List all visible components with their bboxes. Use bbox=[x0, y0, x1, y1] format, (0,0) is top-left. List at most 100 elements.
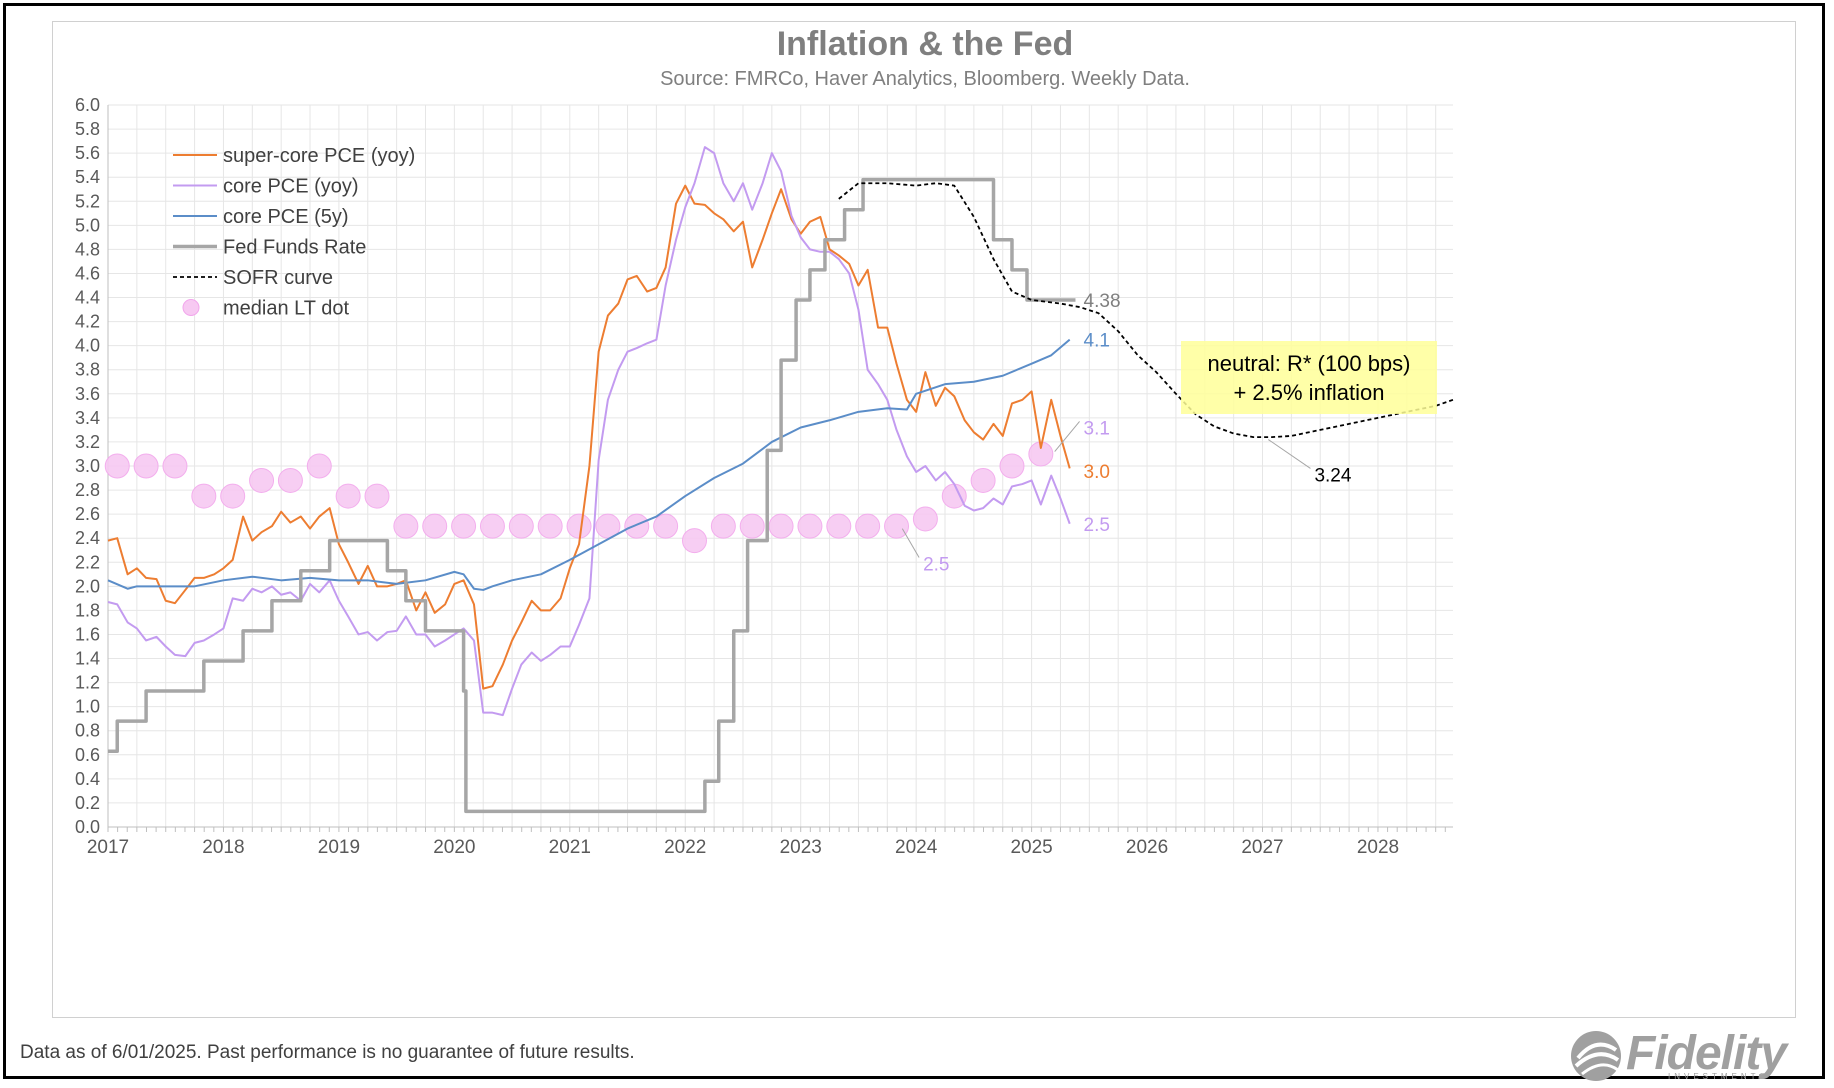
median-lt-dot bbox=[739, 513, 765, 539]
x-tick-label: 2023 bbox=[780, 837, 822, 858]
x-tick-label: 2019 bbox=[318, 837, 360, 858]
y-tick-label: 2.6 bbox=[75, 504, 100, 524]
x-tick-label: 2027 bbox=[1241, 837, 1283, 858]
label-leader-line bbox=[1054, 421, 1080, 452]
median-lt-dot bbox=[768, 513, 794, 539]
median-lt-dot bbox=[277, 467, 303, 493]
chart-area: Inflation & the Fed Source: FMRCo, Haver … bbox=[52, 21, 1796, 1018]
legend-label-sofr: SOFR curve bbox=[223, 267, 333, 289]
x-tick-label: 2021 bbox=[549, 837, 591, 858]
figure-frame: Inflation & the Fed Source: FMRCo, Haver … bbox=[3, 3, 1825, 1081]
y-tick-label: 4.0 bbox=[75, 336, 100, 356]
y-tick-label: 2.4 bbox=[75, 528, 100, 548]
median-lt-dot bbox=[999, 453, 1025, 479]
y-tick-label: 5.8 bbox=[75, 119, 100, 139]
median-lt-dot bbox=[191, 483, 217, 509]
median-lt-dot bbox=[306, 453, 332, 479]
neutral-rate-note-box bbox=[1181, 341, 1437, 414]
data-label-corepce: 2.5 bbox=[1084, 515, 1110, 536]
median-lt-dot bbox=[422, 513, 448, 539]
median-lt-dot bbox=[162, 453, 188, 479]
y-tick-label: 5.0 bbox=[75, 215, 100, 235]
x-tick-label: 2022 bbox=[664, 837, 706, 858]
data-label-fedfunds: 4.38 bbox=[1084, 291, 1121, 312]
y-tick-label: 3.0 bbox=[75, 456, 100, 476]
y-tick-label: 4.2 bbox=[75, 312, 100, 332]
y-tick-label: 5.6 bbox=[75, 143, 100, 163]
median-lt-dot bbox=[884, 513, 910, 539]
median-lt-dot bbox=[970, 467, 996, 493]
y-tick-label: 5.2 bbox=[75, 191, 100, 211]
median-lt-dot bbox=[537, 513, 563, 539]
x-tick-label: 2026 bbox=[1126, 837, 1168, 858]
y-tick-label: 0.8 bbox=[75, 721, 100, 741]
series-core5y-line bbox=[107, 338, 1071, 591]
median-lt-dot bbox=[364, 483, 390, 509]
y-tick-label: 3.6 bbox=[75, 384, 100, 404]
median-lt-dot bbox=[681, 528, 707, 554]
legend-label-corepce: core PCE (yoy) bbox=[223, 176, 359, 198]
median-lt-dot bbox=[710, 513, 736, 539]
fidelity-logo: Fidelity INVESTMENTS bbox=[1568, 1026, 1830, 1086]
fidelity-globe-icon bbox=[1571, 1031, 1621, 1081]
x-tick-label: 2018 bbox=[202, 837, 244, 858]
y-tick-label: 0.4 bbox=[75, 769, 100, 789]
median-lt-dot bbox=[104, 453, 130, 479]
median-lt-dot bbox=[220, 483, 246, 509]
data-label-supercore: 3.0 bbox=[1084, 462, 1110, 483]
y-tick-label: 2.8 bbox=[75, 480, 100, 500]
chart-title: Inflation & the Fed bbox=[777, 25, 1074, 63]
median-lt-dot bbox=[335, 483, 361, 509]
median-lt-dot bbox=[508, 513, 534, 539]
median-lt-dot bbox=[912, 506, 938, 532]
legend-swatch-dot bbox=[182, 299, 200, 316]
y-tick-label: 4.8 bbox=[75, 239, 100, 259]
y-tick-label: 4.4 bbox=[75, 288, 100, 308]
label-leader-line bbox=[901, 528, 920, 558]
y-tick-label: 6.0 bbox=[75, 95, 100, 115]
x-tick-label: 2017 bbox=[87, 837, 129, 858]
y-tick-label: 1.6 bbox=[75, 624, 100, 644]
y-tick-label: 4.6 bbox=[75, 263, 100, 283]
median-lt-dot bbox=[653, 513, 679, 539]
label-leader-line bbox=[1267, 439, 1311, 469]
y-tick-label: 3.8 bbox=[75, 360, 100, 380]
series-fedfunds-line bbox=[108, 177, 1076, 814]
series-corepce-line bbox=[107, 146, 1071, 717]
x-tick-label: 2025 bbox=[1010, 837, 1052, 858]
legend-label-core5y: core PCE (5y) bbox=[223, 206, 349, 228]
median-lt-dot bbox=[624, 513, 650, 539]
y-tick-label: 3.2 bbox=[75, 432, 100, 452]
median-lt-dot bbox=[855, 513, 881, 539]
data-label-sofr: 3.24 bbox=[1314, 465, 1351, 486]
y-tick-label: 1.8 bbox=[75, 600, 100, 620]
x-tick-label: 2028 bbox=[1357, 837, 1399, 858]
neutral-rate-note-line1: neutral: R* (100 bps) bbox=[1208, 351, 1411, 376]
chart-subtitle: Source: FMRCo, Haver Analytics, Bloomber… bbox=[660, 68, 1190, 90]
median-lt-dots bbox=[104, 441, 1054, 554]
data-label-core5y: 4.1 bbox=[1084, 331, 1110, 352]
y-tick-label: 1.4 bbox=[75, 649, 100, 669]
y-tick-label: 5.4 bbox=[75, 167, 100, 187]
data-label-corepce: 3.1 bbox=[1084, 418, 1110, 439]
y-tick-label: 0.6 bbox=[75, 745, 100, 765]
y-tick-label: 1.2 bbox=[75, 673, 100, 693]
y-tick-label: 1.0 bbox=[75, 697, 100, 717]
neutral-rate-note-line2: + 2.5% inflation bbox=[1233, 380, 1384, 405]
chart-legend: super-core PCE (yoy) core PCE (yoy) core P… bbox=[173, 145, 415, 320]
median-lt-dot bbox=[249, 467, 275, 493]
median-lt-dot bbox=[797, 513, 823, 539]
legend-label-supercore: super-core PCE (yoy) bbox=[223, 145, 415, 167]
y-tick-label: 3.4 bbox=[75, 408, 100, 428]
x-tick-label: 2024 bbox=[895, 837, 938, 858]
y-tick-label: 0.0 bbox=[75, 817, 100, 837]
median-lt-dot bbox=[393, 513, 419, 539]
median-lt-dot bbox=[133, 453, 159, 479]
y-tick-label: 2.2 bbox=[75, 552, 100, 572]
logo-wordmark: Fidelity bbox=[1626, 1027, 1787, 1080]
median-lt-dot bbox=[566, 513, 592, 539]
y-tick-label: 0.2 bbox=[75, 793, 100, 813]
median-lt-dot bbox=[826, 513, 852, 539]
series-sofr-line bbox=[838, 182, 1454, 439]
median-lt-dot bbox=[941, 483, 967, 509]
